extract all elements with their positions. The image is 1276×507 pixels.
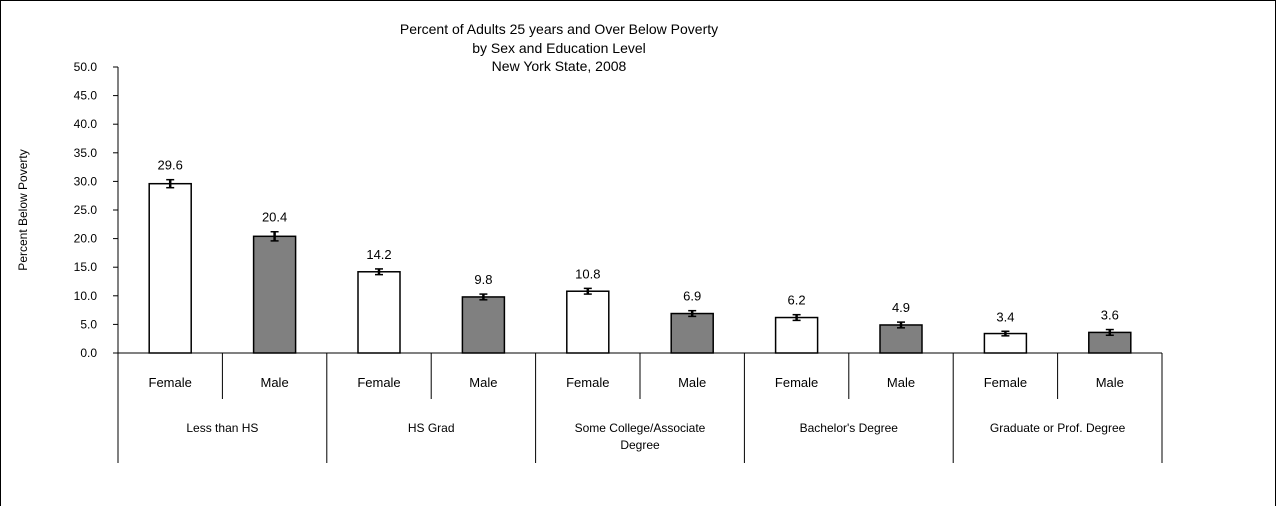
x-category-label: Female (566, 375, 609, 390)
y-tick-label: 15.0 (74, 260, 98, 274)
bar-male (252, 235, 297, 354)
y-tick-label: 40.0 (74, 117, 98, 131)
x-category-label: Female (357, 375, 400, 390)
chart-subtitle-line: by Sex and Education Level (472, 40, 646, 56)
bar-female (148, 182, 192, 354)
bar-value-label: 29.6 (158, 158, 183, 173)
bar-value-label: 6.2 (788, 293, 806, 308)
bar-male (670, 312, 714, 354)
x-group-label: Bachelor's Degree (800, 421, 899, 435)
bar-value-label: 10.8 (575, 266, 600, 281)
bar-female (357, 271, 401, 354)
y-tick-label: 20.0 (74, 232, 98, 246)
y-tick-label: 5.0 (80, 317, 97, 331)
x-group-label: Graduate or Prof. Degree (990, 421, 1126, 435)
chart-title: Percent of Adults 25 years and Over Belo… (400, 21, 718, 37)
x-category-label: Male (1096, 375, 1124, 390)
y-tick-label: 50.0 (74, 60, 98, 74)
y-tick-label: 25.0 (74, 203, 98, 217)
bar-value-label: 3.6 (1101, 308, 1119, 323)
bar-female (774, 316, 819, 354)
y-tick-label: 45.0 (74, 89, 98, 103)
bar-male (879, 324, 923, 354)
x-category-label: Male (887, 375, 915, 390)
x-group-label: Less than HS (186, 421, 258, 435)
bar-value-label: 3.4 (996, 309, 1014, 324)
y-tick-label: 35.0 (74, 146, 98, 160)
bar-value-label: 4.9 (892, 300, 910, 315)
x-group-label: Some College/Associate (575, 421, 706, 435)
y-tick-label: 30.0 (74, 174, 98, 188)
x-category-label: Female (775, 375, 818, 390)
x-category-label: Male (678, 375, 706, 390)
bar-value-label: 6.9 (683, 289, 701, 304)
bar-value-label: 14.2 (366, 247, 391, 262)
y-tick-label: 0.0 (80, 346, 97, 360)
x-category-label: Female (149, 375, 192, 390)
bar-female (566, 290, 610, 354)
x-category-label: Male (261, 375, 289, 390)
bar-value-label: 20.4 (262, 210, 287, 225)
y-axis-label: Percent Below Poverty (16, 149, 30, 270)
bar-value-label: 9.8 (474, 272, 492, 287)
chart-subtitle-line: New York State, 2008 (492, 58, 627, 74)
x-category-label: Female (984, 375, 1027, 390)
x-group-label: Degree (620, 438, 660, 452)
x-group-label: HS Grad (408, 421, 455, 435)
y-tick-label: 10.0 (74, 289, 98, 303)
x-category-label: Male (469, 375, 497, 390)
bar-male (461, 296, 506, 354)
